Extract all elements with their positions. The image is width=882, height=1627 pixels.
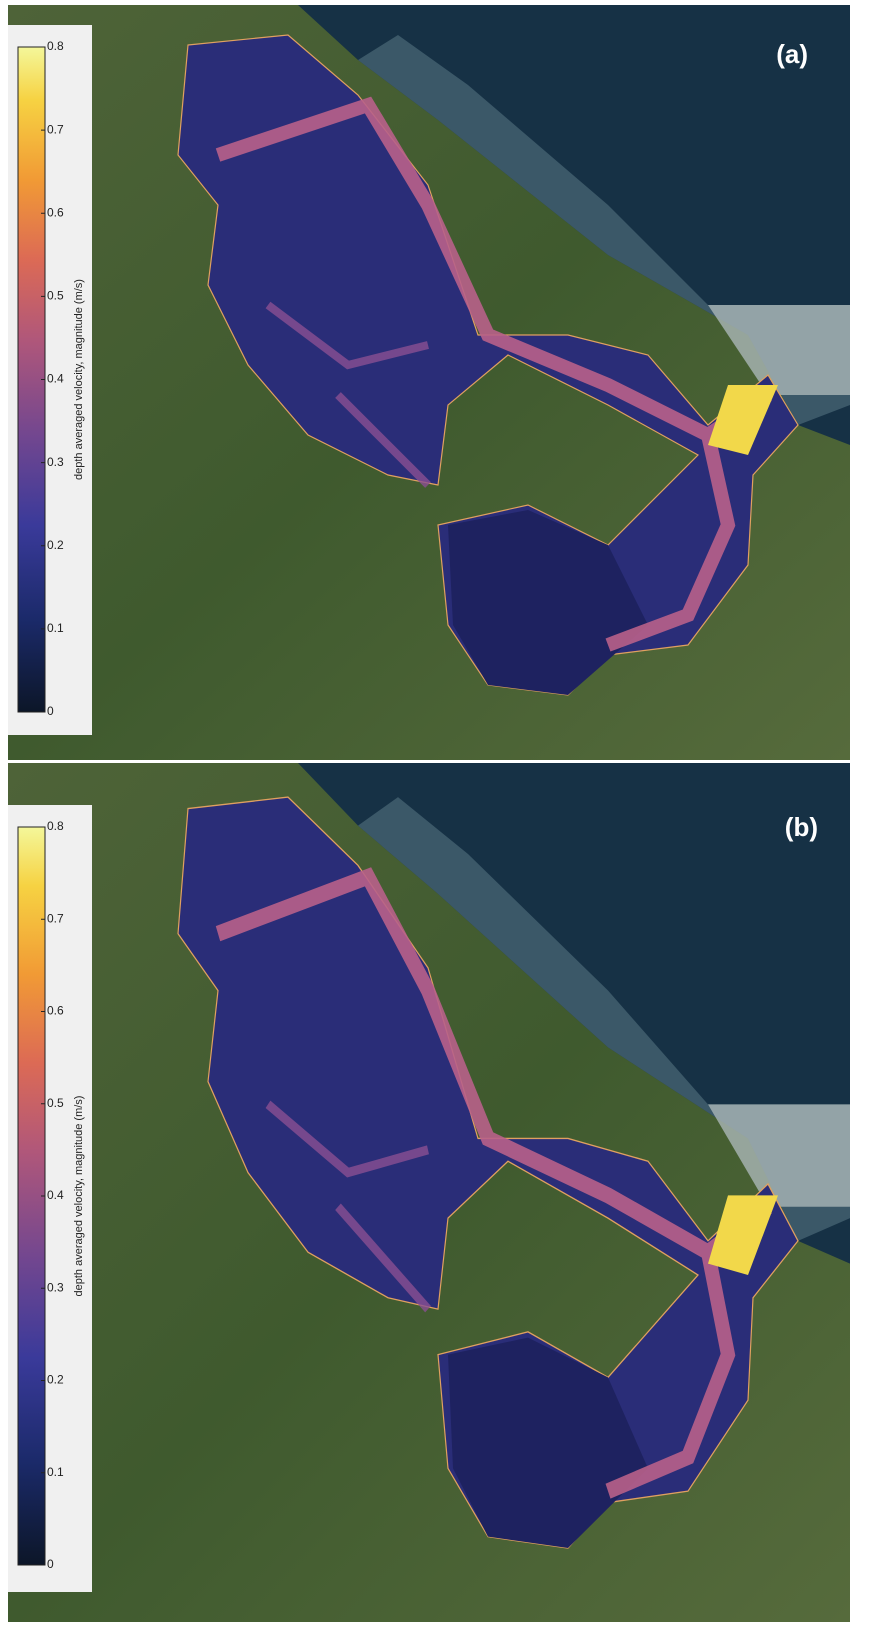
tick-label: 0.1	[47, 1465, 64, 1479]
tick-label: 0.2	[47, 1373, 64, 1387]
tick-label: 0	[47, 704, 54, 718]
tick-label: 0.5	[47, 289, 64, 303]
tick-label: 0.5	[47, 1096, 64, 1110]
map-panel-a	[8, 5, 850, 760]
colorbar-label: depth averaged velocity, magnitude (m/s)	[73, 279, 85, 480]
tick-label: 0.6	[47, 205, 64, 219]
tick-label: 0.7	[47, 122, 64, 136]
tick-label: 0.3	[47, 1280, 64, 1294]
colorbar	[18, 47, 45, 712]
figure: (a) (b) 0 0.1 0.2 0.3 0.4 0.5 0.6 0.7 0.8 depth a…	[0, 0, 882, 1627]
tick-label: 0.6	[47, 1004, 64, 1018]
tick-label: 0.7	[47, 911, 64, 925]
map-panel-b	[8, 763, 850, 1622]
tick-label: 0.8	[47, 39, 64, 53]
tick-label: 0.8	[47, 819, 64, 833]
tick-label: 0.4	[47, 1188, 64, 1202]
tick-label: 0	[47, 1557, 54, 1571]
colorbar	[18, 827, 45, 1565]
tick-label: 0.4	[47, 372, 64, 386]
tick-label: 0.2	[47, 538, 64, 552]
tick-label: 0.3	[47, 455, 64, 469]
panel-label: (b)	[785, 812, 818, 842]
tick-label: 0.1	[47, 621, 64, 635]
colorbar-label: depth averaged velocity, magnitude (m/s)	[73, 1096, 85, 1297]
panel-label: (a)	[776, 39, 808, 69]
